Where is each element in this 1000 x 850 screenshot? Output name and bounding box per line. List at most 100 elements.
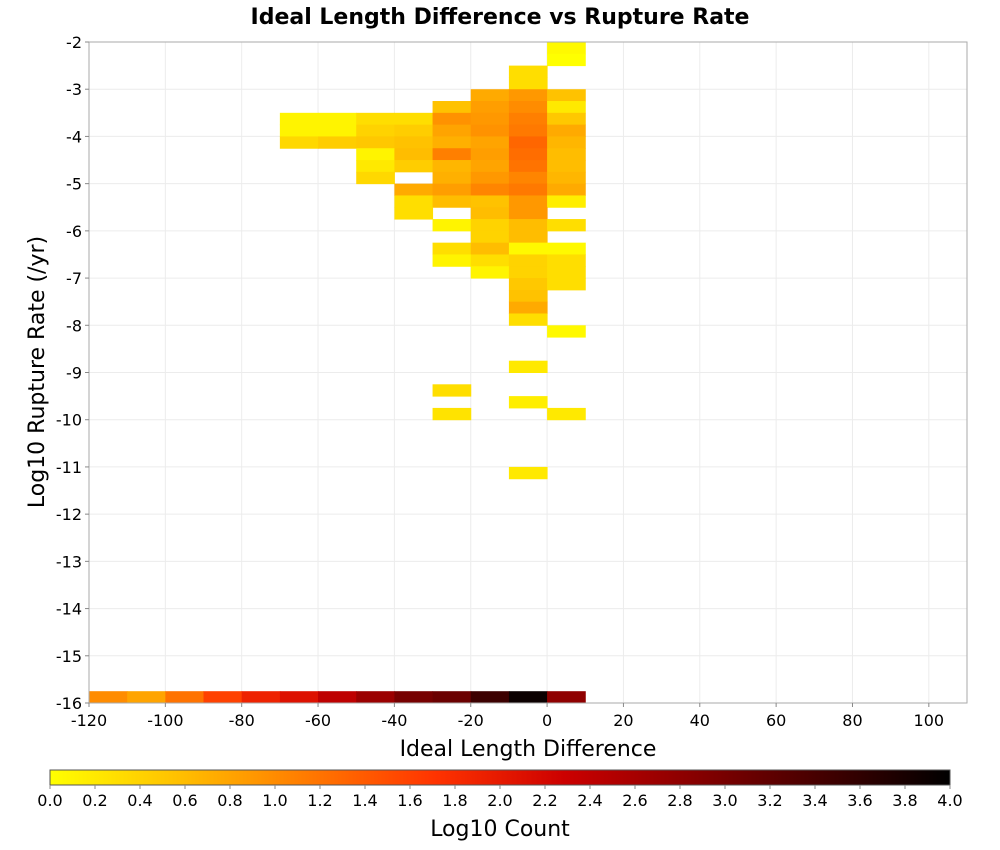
heatmap-cell <box>508 254 548 267</box>
heatmap-cell <box>394 195 434 208</box>
heatmap-cell <box>394 160 434 173</box>
heatmap-cell <box>394 183 434 196</box>
y-tick-label: -14 <box>56 600 82 619</box>
heatmap-cell <box>547 278 586 291</box>
heatmap-cell <box>432 219 472 232</box>
colorbar-label: Log10 Count <box>430 817 570 842</box>
heatmap-cell <box>508 171 548 185</box>
heatmap-cell <box>394 136 434 149</box>
heatmap-cell <box>432 242 472 255</box>
heatmap-cell <box>470 183 510 196</box>
heatmap-cell <box>547 691 586 704</box>
heatmap-cell <box>508 89 548 102</box>
heatmap-cell <box>547 219 586 232</box>
chart-title: Ideal Length Difference vs Rupture Rate <box>251 5 750 30</box>
heatmap-cell <box>508 242 548 255</box>
heatmap-cell <box>165 691 205 704</box>
y-tick-label: -12 <box>56 505 82 524</box>
colorbar-tick-label: 3.2 <box>757 791 782 810</box>
heatmap-cell <box>547 160 586 173</box>
heatmap-cell <box>394 148 434 161</box>
heatmap-cell <box>318 136 357 149</box>
colorbar-tick-label: 3.0 <box>712 791 737 810</box>
heatmap-cell <box>432 136 472 149</box>
colorbar-tick-label: 3.6 <box>847 791 872 810</box>
heatmap-cell <box>547 254 586 267</box>
heatmap-cell <box>470 160 510 173</box>
heatmap-cell <box>547 148 586 161</box>
heatmap-cell <box>394 207 434 220</box>
y-axis-ticks: -2 -3 -4 -5 -6 -7 -8 -9 -10 -11 -12 -13 -14 -15 -16 <box>56 33 89 713</box>
colorbar-tick-label: 2.2 <box>532 791 557 810</box>
heatmap-cell <box>432 148 472 161</box>
heatmap-cell <box>432 112 472 126</box>
y-tick-label: -8 <box>66 316 82 335</box>
heatmap-cell <box>508 112 548 126</box>
heatmap-cell <box>241 691 281 704</box>
y-tick-label: -13 <box>56 552 82 571</box>
heatmap-cell <box>547 407 586 421</box>
heatmap-cell <box>356 124 395 137</box>
x-tick-label: 60 <box>766 711 786 730</box>
colorbar-tick-label: 3.8 <box>892 791 917 810</box>
heatmap-cell <box>470 242 510 255</box>
heatmap-cell <box>279 112 319 126</box>
x-tick-label: -60 <box>305 711 331 730</box>
x-axis-ticks: -120 -100 -80 -60 -40 -20 0 20 40 60 80 100 <box>71 703 944 730</box>
heatmap-cell <box>508 466 548 480</box>
heatmap-cell <box>89 691 128 704</box>
heatmap-cell <box>470 266 510 279</box>
heatmap-cell <box>547 183 586 196</box>
heatmap-cell <box>394 691 434 704</box>
heatmap-cell <box>432 407 472 421</box>
y-tick-label: -10 <box>56 411 82 430</box>
colorbar <box>49 769 951 786</box>
heatmap-cell <box>508 183 548 196</box>
y-tick-label: -5 <box>66 175 82 194</box>
y-tick-label: -3 <box>66 80 82 99</box>
colorbar-tick-label: 0.2 <box>82 791 107 810</box>
x-tick-label: -100 <box>147 711 183 730</box>
colorbar-tick-label: 1.0 <box>262 791 287 810</box>
y-tick-label: -4 <box>66 127 82 146</box>
heatmap-cell <box>432 691 472 704</box>
colorbar-tick-label: 1.2 <box>307 791 332 810</box>
heatmap-cell <box>547 325 586 338</box>
colorbar-tick-label: 1.8 <box>442 791 467 810</box>
heatmap-cell <box>356 112 395 126</box>
heatmap-cell <box>508 289 548 303</box>
heatmap-cell <box>547 242 586 255</box>
heatmap-cell <box>508 313 548 326</box>
heatmap-cell <box>394 124 434 137</box>
heatmap-cell <box>470 124 510 137</box>
heatmap-cell <box>547 42 586 55</box>
heatmap-cell <box>356 171 395 185</box>
colorbar-tick-label: 0.6 <box>172 791 197 810</box>
colorbar-tick-label: 1.4 <box>352 791 377 810</box>
heatmap-cell <box>432 124 472 137</box>
x-tick-label: -80 <box>229 711 255 730</box>
colorbar-tick-label: 2.4 <box>577 791 602 810</box>
colorbar-tick-label: 2.6 <box>622 791 647 810</box>
heatmap-cell <box>470 89 510 102</box>
x-tick-label: -20 <box>458 711 484 730</box>
heatmap-cell <box>508 691 548 704</box>
heatmap-cell <box>470 254 510 267</box>
heatmap-cell <box>470 112 510 126</box>
heatmap-cell <box>318 124 357 137</box>
heatmap-cell <box>508 360 548 373</box>
heatmap-cell <box>470 171 510 185</box>
y-axis-label: Log10 Rupture Rate (/yr) <box>25 236 50 508</box>
heatmap-cell <box>508 148 548 161</box>
x-tick-label: 80 <box>842 711 862 730</box>
heatmap-cell <box>508 278 548 291</box>
heatmap-cell <box>508 101 548 114</box>
colorbar-tick-label: 3.4 <box>802 791 827 810</box>
heatmap-cell <box>508 65 548 78</box>
heatmap-cell <box>547 266 586 279</box>
y-tick-label: -16 <box>56 694 82 713</box>
heatmap-cell <box>127 691 166 704</box>
y-tick-label: -9 <box>66 364 82 383</box>
x-tick-label: -120 <box>71 711 107 730</box>
heatmap-cell <box>547 53 586 67</box>
